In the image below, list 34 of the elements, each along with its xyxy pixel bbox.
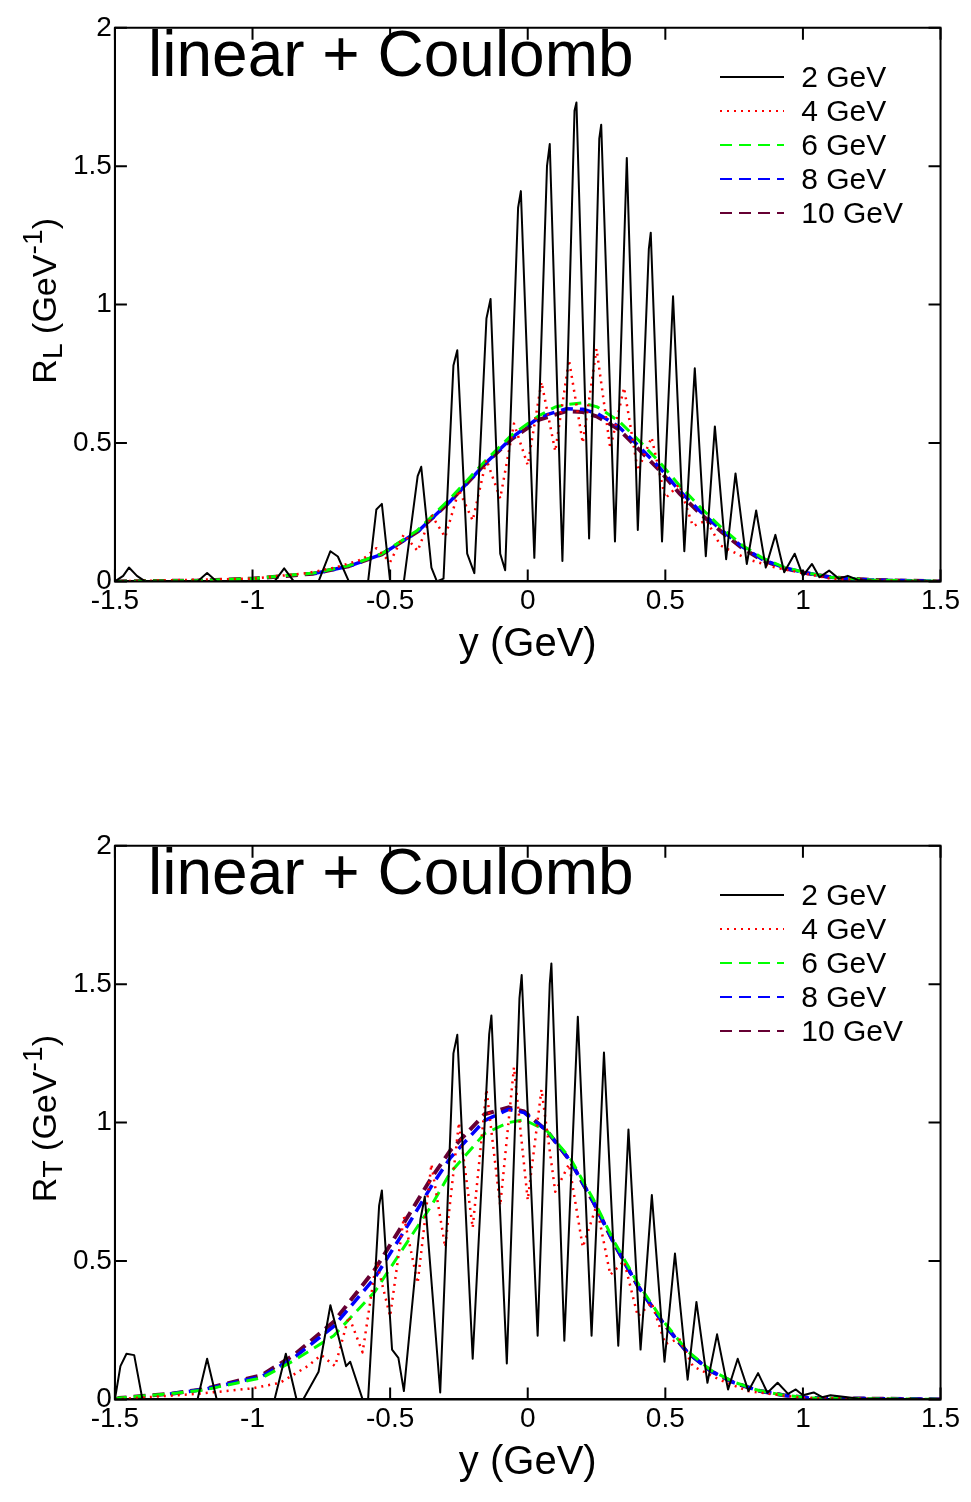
y-tick-label: 0.5	[72, 1243, 112, 1275]
y-tick-label: 1.5	[72, 966, 112, 998]
chart-title: linear + Coulomb	[148, 17, 634, 92]
x-axis-title: y (GeV)	[458, 620, 597, 665]
y-tick-label: 1	[96, 287, 112, 319]
legend-label: 8 GeV	[801, 980, 887, 1014]
x-tick-label: 0	[519, 1401, 536, 1433]
y-tick-label: 1	[96, 1105, 112, 1137]
x-tick-label: 1.5	[921, 583, 961, 615]
legend-label: 4 GeV	[801, 912, 887, 946]
x-tick-label: -0.5	[366, 1401, 415, 1433]
y-tick-label: 1.5	[72, 148, 112, 180]
x-tick-label: 1.5	[921, 1401, 961, 1433]
x-tick-label: -1	[240, 1401, 265, 1433]
x-tick-label: -0.5	[366, 583, 415, 615]
legend-label: 6 GeV	[801, 946, 887, 980]
y-tick-label: 2	[96, 10, 112, 42]
legend-label: 10 GeV	[801, 196, 903, 230]
x-tick-label: 0.5	[645, 583, 685, 615]
x-tick-label: -1	[240, 583, 265, 615]
legend-label: 6 GeV	[801, 128, 887, 162]
x-tick-label: 1	[795, 1401, 811, 1433]
chart-title: linear + Coulomb	[148, 835, 634, 910]
legend-label: 4 GeV	[801, 94, 887, 128]
x-tick-label: 1	[795, 583, 811, 615]
y-tick-label: 2	[96, 828, 112, 860]
legend-label: 2 GeV	[801, 60, 887, 94]
legend-label: 10 GeV	[801, 1014, 903, 1048]
legend-label: 8 GeV	[801, 162, 887, 196]
x-tick-label: 0.5	[645, 1401, 685, 1433]
x-axis-title: y (GeV)	[458, 1438, 597, 1483]
legend-label: 2 GeV	[801, 878, 887, 912]
y-tick-label: 0.5	[72, 425, 112, 457]
x-tick-label: 0	[519, 583, 536, 615]
